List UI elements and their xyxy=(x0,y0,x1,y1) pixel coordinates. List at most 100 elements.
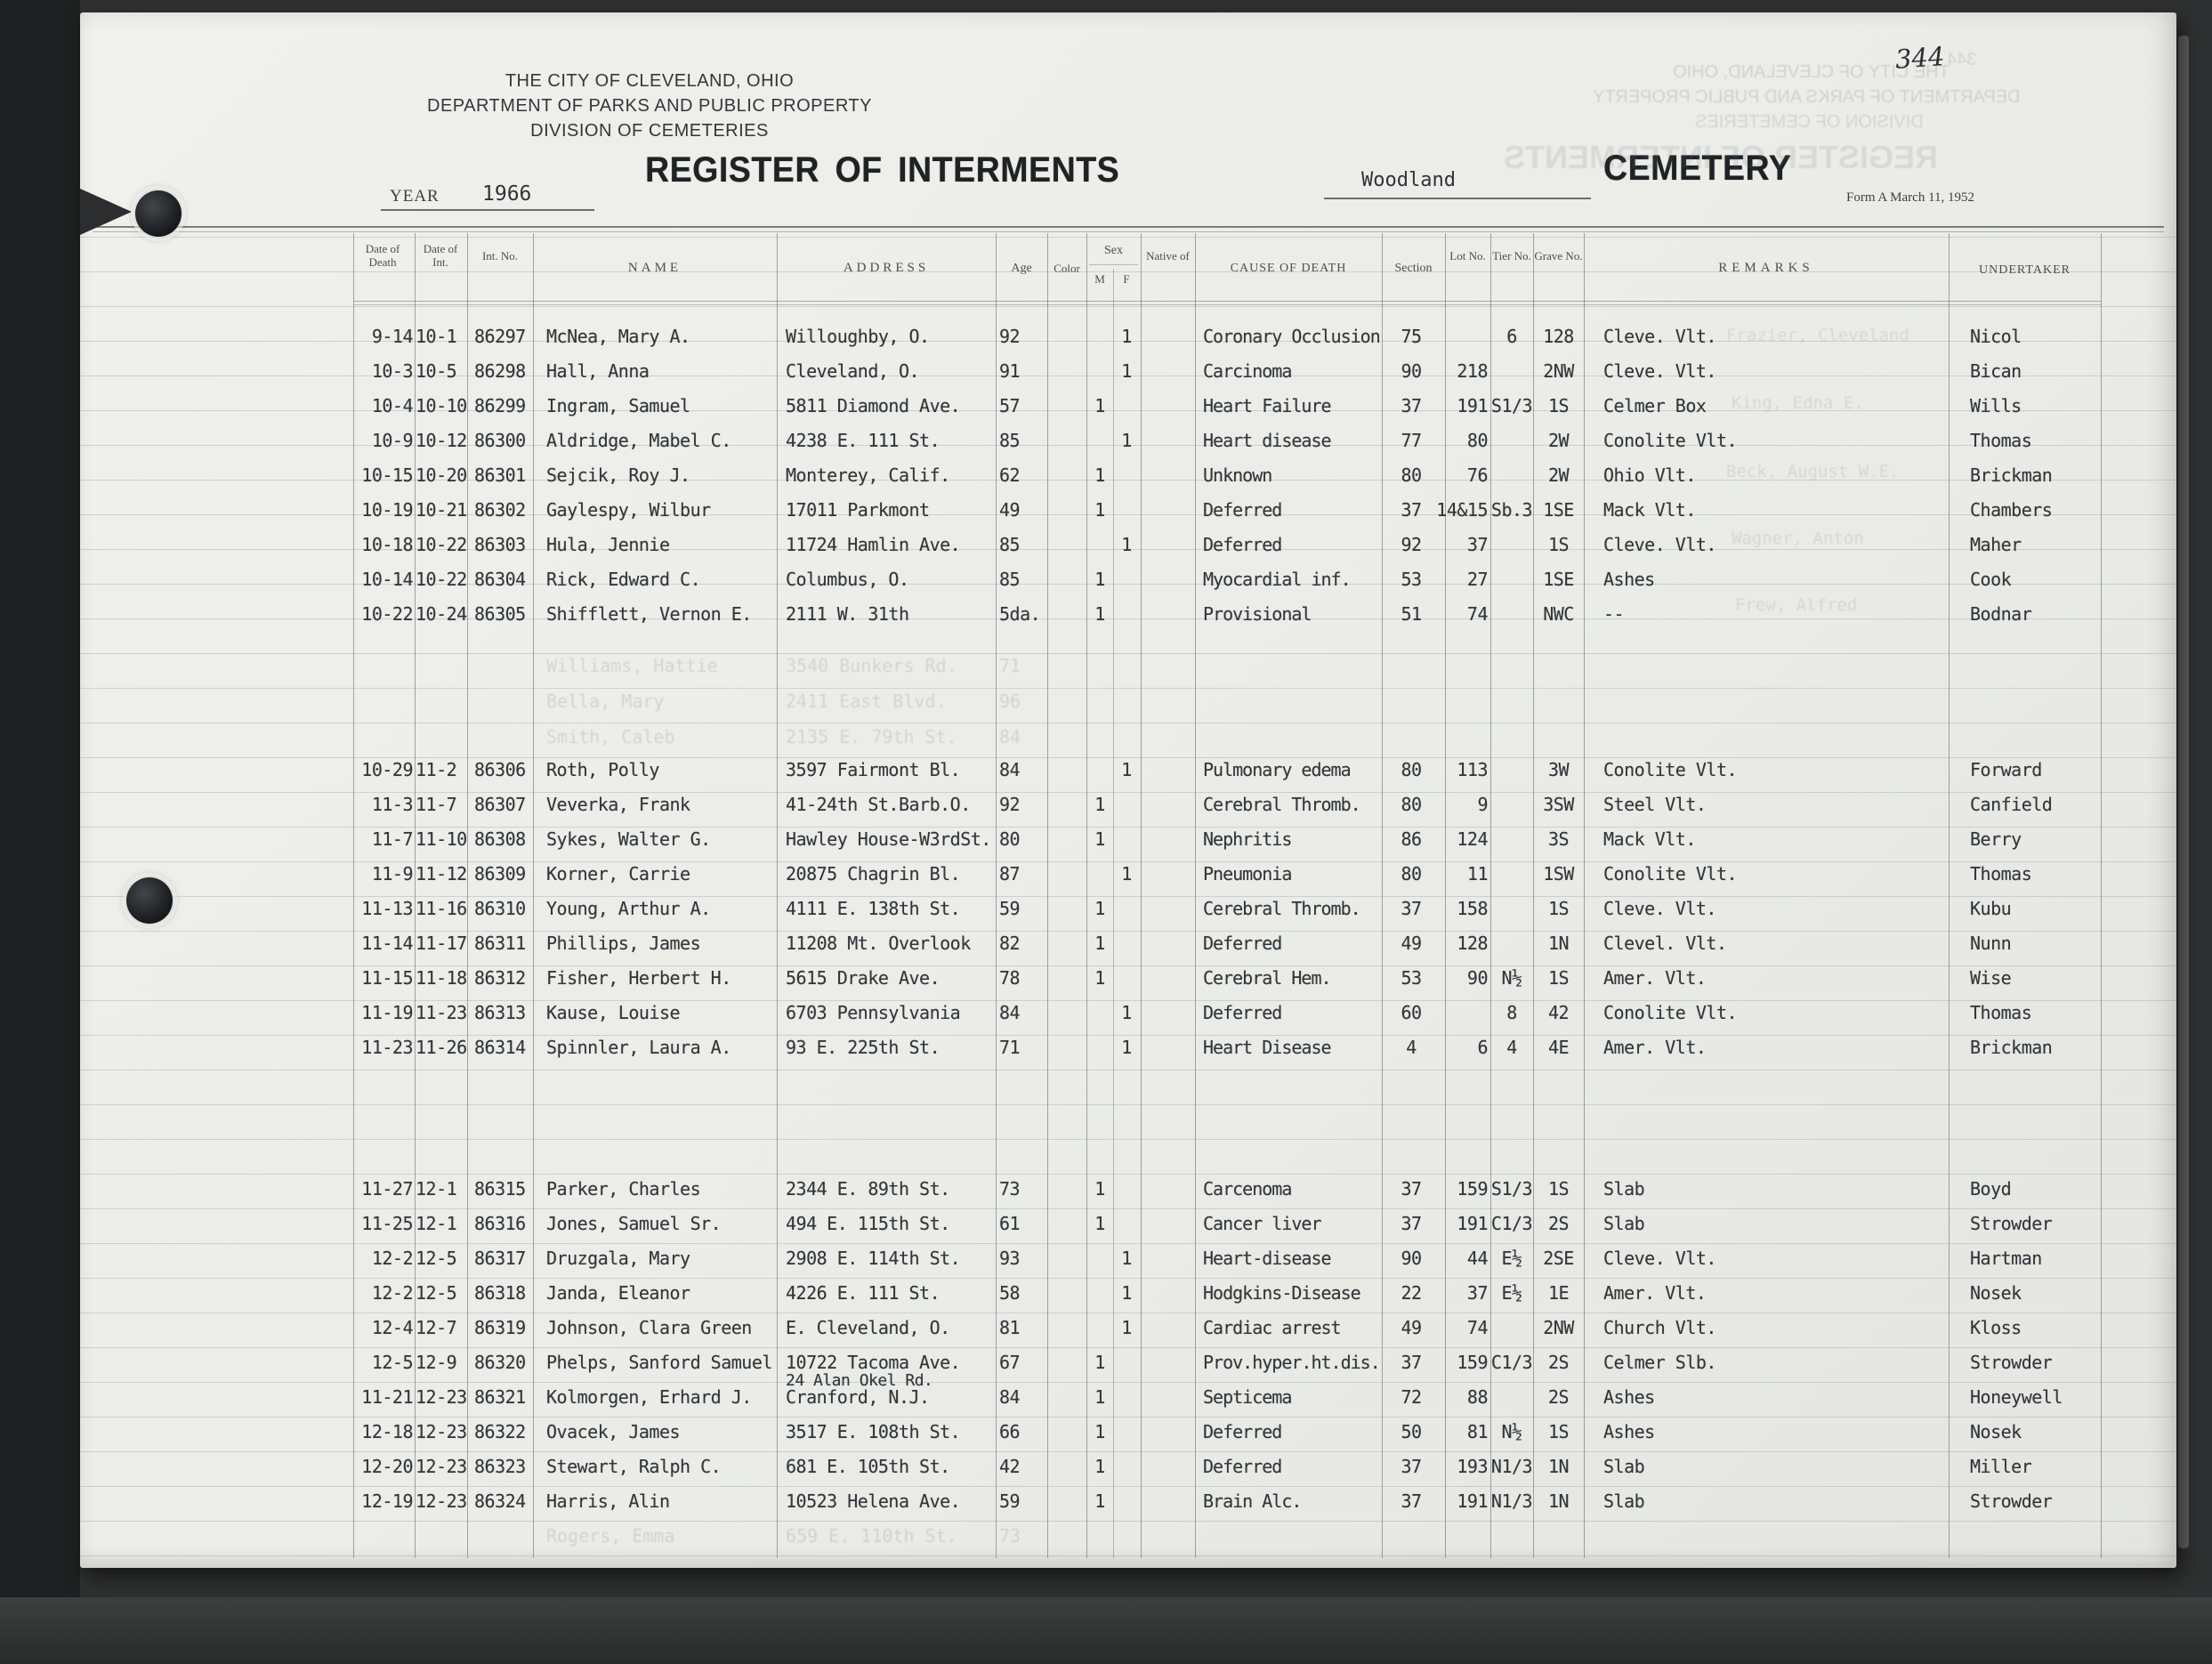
cell-section: 60 xyxy=(1401,1002,1422,1023)
table-gridline xyxy=(415,233,416,1558)
cell-grave-no: 3SW xyxy=(1543,794,1574,815)
cell-section: 22 xyxy=(1401,1282,1422,1304)
cell-date-of-death: 12-20 xyxy=(361,1456,413,1477)
cell-name: Aldridge, Mabel C. xyxy=(546,430,731,451)
cell-lot-no: 193 xyxy=(1457,1456,1488,1477)
cell-remarks: Celmer Box xyxy=(1603,395,1707,416)
cell-undertaker: Brickman xyxy=(1970,1037,2053,1058)
cell-date-of-int: 11-7 xyxy=(416,794,457,815)
cell-int-no: 86324 xyxy=(474,1490,526,1512)
cell-cause-of-death: Hodgkins-Disease xyxy=(1203,1282,1361,1304)
table-row: 10-18 10-22 86303 Hula, Jennie 11724 Ham… xyxy=(80,534,2176,569)
cell-int-no: 86299 xyxy=(474,395,526,416)
cell-cause-of-death: Deferred xyxy=(1203,499,1282,521)
cell-grave-no: 2S xyxy=(1547,1386,1570,1408)
bleed-through-fragment: Beck, August W.E. xyxy=(1726,462,1900,481)
cell-tier-no: 6 xyxy=(1506,326,1517,347)
cell-lot-no: 74 xyxy=(1466,1317,1489,1338)
cell-int-no: 86308 xyxy=(474,828,526,850)
cell-section: 37 xyxy=(1401,1352,1422,1373)
cell-int-no: 86297 xyxy=(474,326,526,347)
table-gridline xyxy=(1490,233,1491,1558)
cell-cause-of-death: Pulmonary edema xyxy=(1203,759,1352,780)
cell-date-of-death: 11-9 xyxy=(371,863,414,885)
cell-date-of-int: 11-16 xyxy=(416,898,467,919)
cell-remarks: Cleve. Vlt. xyxy=(1603,1248,1716,1269)
cell-cause-of-death: Deferred xyxy=(1203,1456,1282,1477)
bleed-through-row-fragment: Rogers, Emma xyxy=(546,1525,675,1547)
table-gridline xyxy=(996,233,997,1558)
cell-address: 10523 Helena Ave. xyxy=(786,1490,961,1512)
cell-undertaker: Nicol xyxy=(1970,326,2022,347)
cell-sex-male: 1 xyxy=(1094,1178,1105,1200)
cell-remarks: Steel Vlt. xyxy=(1603,794,1707,815)
cell-int-no: 86303 xyxy=(474,534,526,555)
cell-date-of-int: 10-22 xyxy=(416,569,467,590)
table-row: 11-7 11-10 86308 Sykes, Walter G. Hawley… xyxy=(80,828,2176,863)
cell-int-no: 86301 xyxy=(474,464,526,486)
cell-tier-no: Sb.3 xyxy=(1490,499,1533,521)
table-row: 10-9 10-12 86300 Aldridge, Mabel C. 4238… xyxy=(80,430,2176,464)
cell-section: 49 xyxy=(1401,933,1422,954)
cell-section: 51 xyxy=(1401,603,1422,625)
cell-grave-no: 2W xyxy=(1547,464,1570,486)
year-value: 1966 xyxy=(482,182,532,206)
cell-cause-of-death: Heart Failure xyxy=(1203,395,1332,416)
cell-name: Sykes, Walter G. xyxy=(546,828,711,850)
cell-address: 10722 Tacoma Ave. xyxy=(786,1352,961,1373)
cell-sex-female: 1 xyxy=(1121,1037,1132,1058)
cell-age: 84 xyxy=(999,1002,1021,1023)
cell-address: 5615 Drake Ave. xyxy=(786,967,941,989)
cell-int-no: 86317 xyxy=(474,1248,526,1269)
cell-cause-of-death: Septicema xyxy=(1203,1386,1292,1408)
cell-date-of-int: 11-23 xyxy=(416,1002,467,1023)
bleed-through-mirrored-text: DEPARTMENT OF PARKS AND PUBLIC PROPERTY xyxy=(1593,87,2021,107)
cell-name: Kause, Louise xyxy=(546,1002,681,1023)
cell-cause-of-death: Heart-disease xyxy=(1203,1248,1332,1269)
cell-name: Ingram, Samuel xyxy=(546,395,690,416)
cell-remarks: Slab xyxy=(1603,1456,1645,1477)
bleed-through-mirrored-text: DIVISION OF CEMETERIES xyxy=(1695,112,1924,132)
cell-tier-no: 8 xyxy=(1506,1002,1517,1023)
table-row: 11-14 11-17 86311 Phillips, James 11208 … xyxy=(80,933,2176,967)
cell-lot-no: 191 xyxy=(1457,395,1488,416)
cell-age: 80 xyxy=(999,828,1021,850)
cell-date-of-death: 11-27 xyxy=(361,1178,413,1200)
cell-lot-no: 113 xyxy=(1457,759,1488,780)
cell-undertaker: Thomas xyxy=(1970,430,2032,451)
cell-lot-no: 90 xyxy=(1466,967,1489,989)
cell-remarks: Ohio Vlt. xyxy=(1603,464,1696,486)
cell-date-of-death: 10-4 xyxy=(371,395,414,416)
cell-address: 4111 E. 138th St. xyxy=(786,898,961,919)
cell-name: Jones, Samuel Sr. xyxy=(546,1213,722,1234)
cell-int-no: 86307 xyxy=(474,794,526,815)
cell-cause-of-death: Carcenoma xyxy=(1203,1178,1292,1200)
cell-address: Willoughby, O. xyxy=(786,326,930,347)
cell-name: Hula, Jennie xyxy=(546,534,670,555)
cell-address: 17011 Parkmont xyxy=(786,499,930,521)
cell-int-no: 86305 xyxy=(474,603,526,625)
cell-cause-of-death: Deferred xyxy=(1203,1002,1282,1023)
cell-date-of-int: 12-23 xyxy=(416,1386,467,1408)
cell-address: 4226 E. 111 St. xyxy=(786,1282,941,1304)
table-row: 10-15 10-20 86301 Sejcik, Roy J. Montere… xyxy=(80,464,2176,499)
cell-date-of-int: 10-21 xyxy=(416,499,467,521)
cell-sex-male: 1 xyxy=(1094,828,1105,850)
cell-date-of-int: 12-1 xyxy=(416,1213,457,1234)
cell-lot-no: 158 xyxy=(1457,898,1488,919)
page-title: REGISTER OF INTERMENTS xyxy=(645,150,1120,190)
cell-lot-no: 14&15 xyxy=(1436,499,1488,521)
cell-sex-female: 1 xyxy=(1121,1282,1132,1304)
cell-section: 37 xyxy=(1401,1213,1422,1234)
bleed-through-row-fragment: 96 xyxy=(999,691,1021,712)
cell-name: Hall, Anna xyxy=(546,360,650,382)
col-header-address: ADDRESS xyxy=(843,261,930,275)
table-row: 12-2 12-5 86318 Janda, Eleanor 4226 E. 1… xyxy=(80,1282,2176,1317)
hole-punch-bottom xyxy=(126,877,173,924)
cell-section: 80 xyxy=(1401,794,1422,815)
cell-undertaker: Bican xyxy=(1970,360,2022,382)
cell-date-of-int: 10-12 xyxy=(416,430,467,451)
cell-date-of-death: 10-9 xyxy=(371,430,414,451)
cell-date-of-int: 12-5 xyxy=(416,1282,457,1304)
cell-age: 5da. xyxy=(999,603,1041,625)
